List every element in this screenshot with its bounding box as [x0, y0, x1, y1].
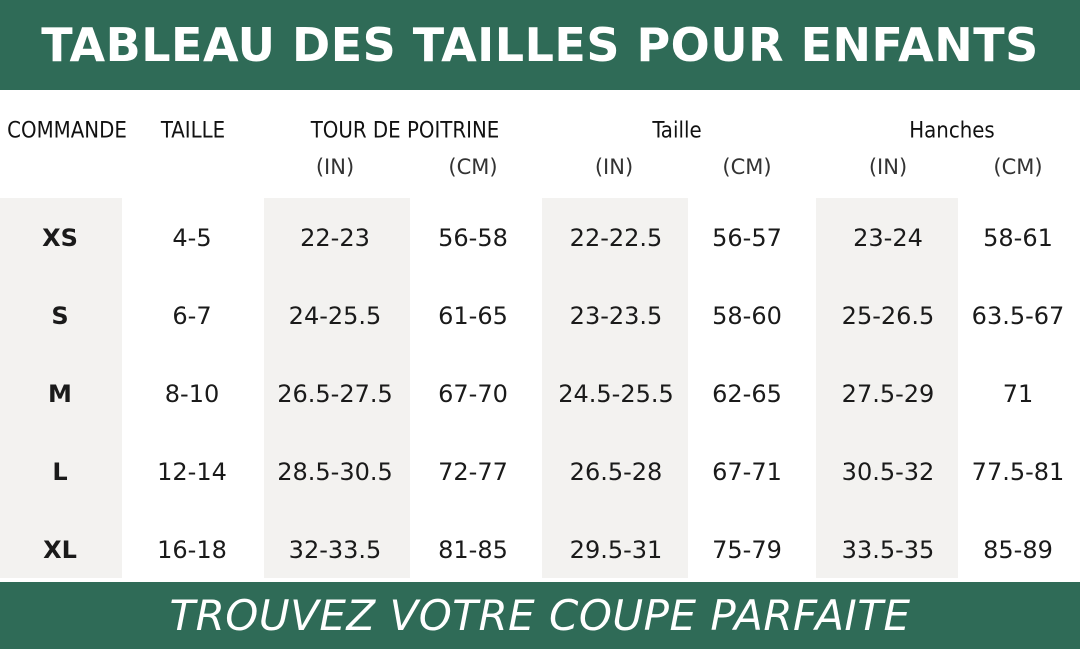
- subheader-poitrine-in: (IN): [315, 155, 355, 179]
- cell-commande: XS: [42, 224, 78, 252]
- cell-hanches-cm: 58-61: [983, 224, 1053, 252]
- cell-hanches-in: 25-26.5: [841, 302, 935, 330]
- cell-taille-cm: 75-79: [712, 536, 782, 564]
- title-banner: TABLEAU DES TAILLES POUR ENFANTS: [0, 0, 1080, 90]
- subheader-hanches-in: (IN): [868, 155, 908, 179]
- cell-poitrine-in: 28.5-30.5: [277, 458, 393, 486]
- cell-poitrine-in: 32-33.5: [288, 536, 382, 564]
- shade-poitrine-in: [264, 198, 410, 578]
- cell-taille-cm: 58-60: [712, 302, 782, 330]
- subheader-poitrine-cm: (CM): [448, 155, 498, 179]
- cell-poitrine-in: 24-25.5: [288, 302, 382, 330]
- cell-taille-cm: 67-71: [712, 458, 782, 486]
- cell-commande: XL: [43, 536, 77, 564]
- cell-taille: 6-7: [172, 302, 212, 330]
- cell-hanches-in: 23-24: [853, 224, 923, 252]
- cell-taille-cm: 62-65: [712, 380, 782, 408]
- cell-hanches-in: 30.5-32: [841, 458, 935, 486]
- cell-taille-in: 24.5-25.5: [558, 380, 674, 408]
- shade-hanches-in: [816, 198, 958, 578]
- footer-tagline: TROUVEZ VOTRE COUPE PARFAITE: [169, 591, 911, 640]
- subheader-taille-cm: (CM): [722, 155, 772, 179]
- cell-taille-in: 22-22.5: [569, 224, 663, 252]
- subheader-hanches-cm: (CM): [993, 155, 1043, 179]
- cell-poitrine-cm: 72-77: [438, 458, 508, 486]
- cell-poitrine-cm: 81-85: [438, 536, 508, 564]
- cell-taille: 12-14: [157, 458, 227, 486]
- cell-taille: 8-10: [164, 380, 220, 408]
- cell-commande: L: [52, 458, 68, 486]
- cell-poitrine-in: 26.5-27.5: [277, 380, 393, 408]
- cell-hanches-cm: 71: [1002, 380, 1034, 408]
- cell-taille-in: 23-23.5: [569, 302, 663, 330]
- header-taille-waist: Taille: [652, 118, 702, 144]
- shade-commande: [0, 198, 122, 578]
- header-hanches: Hanches: [909, 118, 995, 144]
- header-commande: COMMANDE: [7, 118, 127, 144]
- cell-taille-cm: 56-57: [712, 224, 782, 252]
- cell-taille-in: 26.5-28: [569, 458, 663, 486]
- cell-hanches-cm: 63.5-67: [971, 302, 1065, 330]
- page-title: TABLEAU DES TAILLES POUR ENFANTS: [41, 18, 1039, 72]
- header-tour-de-poitrine: TOUR DE POITRINE: [310, 118, 500, 144]
- cell-hanches-cm: 77.5-81: [971, 458, 1065, 486]
- cell-commande: M: [48, 380, 72, 408]
- footer-banner: TROUVEZ VOTRE COUPE PARFAITE: [0, 582, 1080, 649]
- cell-taille: 4-5: [172, 224, 212, 252]
- cell-poitrine-cm: 67-70: [438, 380, 508, 408]
- cell-poitrine-cm: 56-58: [438, 224, 508, 252]
- cell-taille: 16-18: [157, 536, 227, 564]
- shade-taille-in: [542, 198, 688, 578]
- cell-hanches-cm: 85-89: [983, 536, 1053, 564]
- cell-hanches-in: 33.5-35: [841, 536, 935, 564]
- cell-hanches-in: 27.5-29: [841, 380, 935, 408]
- subheader-taille-in: (IN): [594, 155, 634, 179]
- cell-poitrine-cm: 61-65: [438, 302, 508, 330]
- header-taille: TAILLE: [160, 118, 226, 144]
- cell-commande: S: [51, 302, 69, 330]
- cell-poitrine-in: 22-23: [300, 224, 370, 252]
- cell-taille-in: 29.5-31: [569, 536, 663, 564]
